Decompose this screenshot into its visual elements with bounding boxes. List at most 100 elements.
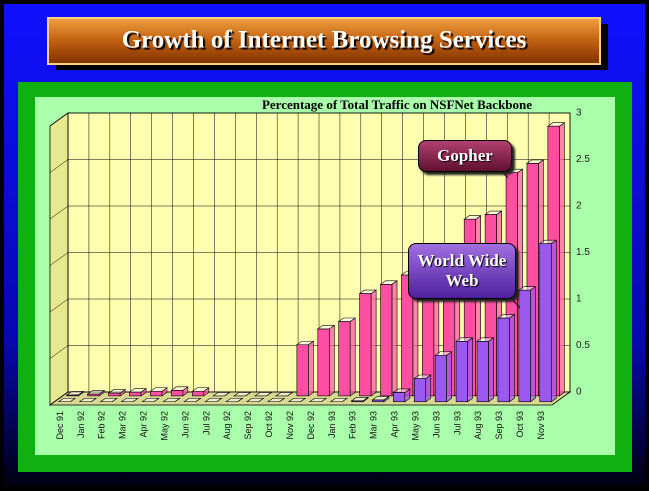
bar-top — [463, 215, 482, 220]
x-tick-label: May 93 — [410, 411, 420, 441]
bar-front — [359, 293, 372, 397]
bar-front — [380, 283, 393, 397]
bar-front — [108, 392, 121, 397]
bar — [107, 389, 127, 397]
bar — [78, 397, 98, 403]
bar — [538, 239, 558, 403]
bar-top — [149, 387, 168, 392]
bar-top — [484, 210, 503, 215]
bar — [434, 351, 453, 403]
bar-top — [525, 159, 545, 164]
bar — [233, 392, 252, 397]
chart-title: Percentage of Total Traffic on NSFNet Ba… — [262, 97, 532, 112]
bar-top — [266, 397, 286, 403]
bar-top — [170, 386, 189, 391]
bar-top — [476, 337, 495, 342]
x-tick-label: Oct 93 — [515, 411, 525, 438]
bar-top — [245, 397, 265, 403]
grid-line — [49, 345, 69, 359]
x-tick-label: Nov 93 — [536, 411, 546, 440]
bar — [204, 397, 223, 403]
bar-top — [128, 388, 147, 393]
bar-side — [467, 337, 473, 403]
x-tick-label: Feb 92 — [97, 411, 107, 439]
bar-top — [496, 314, 516, 319]
bar-side — [550, 239, 557, 403]
x-tick-label: Jul 92 — [201, 411, 211, 435]
grid-line — [49, 112, 69, 127]
title-box — [47, 17, 601, 65]
bar — [183, 397, 202, 403]
www-callout: World Wide Web — [408, 243, 516, 299]
bar-top — [204, 397, 223, 403]
bar — [413, 374, 432, 403]
x-tick-label: Mar 93 — [369, 411, 379, 439]
bar — [212, 392, 231, 397]
bar — [358, 289, 378, 397]
bar-top — [225, 397, 244, 403]
callout-pointer — [509, 296, 521, 309]
y-tick-label: 2.5 — [576, 154, 590, 165]
y-tick-label: 1 — [576, 294, 582, 305]
x-tick-label: Jun 93 — [431, 411, 441, 438]
bar — [329, 397, 349, 403]
bar-side — [349, 317, 356, 397]
bar — [316, 324, 336, 397]
bar-top — [517, 286, 537, 291]
y-tick-label: 0.5 — [576, 340, 590, 351]
bar — [191, 387, 210, 397]
bar-top — [191, 387, 210, 392]
bar — [371, 395, 390, 403]
bar-side — [391, 280, 398, 397]
bar — [128, 388, 147, 397]
bar-side — [559, 122, 565, 397]
x-tick-label: Jun 92 — [180, 411, 190, 438]
bar-top — [308, 397, 328, 403]
bar-front — [296, 344, 309, 397]
bar-top — [455, 337, 474, 342]
bar-top — [358, 289, 378, 294]
bar-side — [488, 337, 494, 403]
bar-top — [546, 122, 566, 127]
bar-top — [86, 390, 106, 395]
gopher-callout: Gopher — [418, 140, 512, 172]
bar-top — [78, 397, 98, 403]
bar — [476, 337, 495, 403]
bar-side — [328, 324, 335, 397]
grid-line — [49, 205, 69, 220]
bar-side — [530, 286, 536, 403]
grid-line — [49, 298, 69, 313]
bar — [225, 397, 244, 403]
x-tick-label: Jan 93 — [327, 411, 337, 438]
bar — [120, 397, 139, 403]
bar-top — [57, 397, 77, 403]
bar — [287, 397, 307, 403]
x-tick-label: Mar 92 — [118, 411, 128, 439]
x-tick-label: Dec 91 — [55, 411, 65, 440]
bar-front — [539, 243, 552, 403]
x-tick-label: Jul 93 — [452, 411, 462, 435]
y-tick-label: 3 — [576, 108, 582, 119]
bar-top — [254, 392, 273, 397]
bar-top — [162, 397, 181, 403]
bar-front — [476, 340, 489, 403]
bar — [392, 388, 411, 403]
grid-line — [49, 391, 69, 406]
x-tick-label: Oct 92 — [264, 411, 274, 438]
bar-side — [446, 351, 452, 403]
bar-top — [120, 397, 139, 403]
bar — [337, 317, 357, 397]
bar-top — [316, 325, 336, 330]
bar-front — [129, 391, 142, 397]
y-tick-label: 1.5 — [576, 247, 590, 258]
bar-top — [329, 397, 349, 403]
bar-front — [455, 340, 468, 403]
bar — [266, 397, 286, 403]
grid-line — [49, 252, 69, 266]
bar — [274, 392, 294, 397]
bar — [455, 337, 474, 403]
bar — [295, 340, 315, 397]
bar-top — [212, 392, 231, 397]
